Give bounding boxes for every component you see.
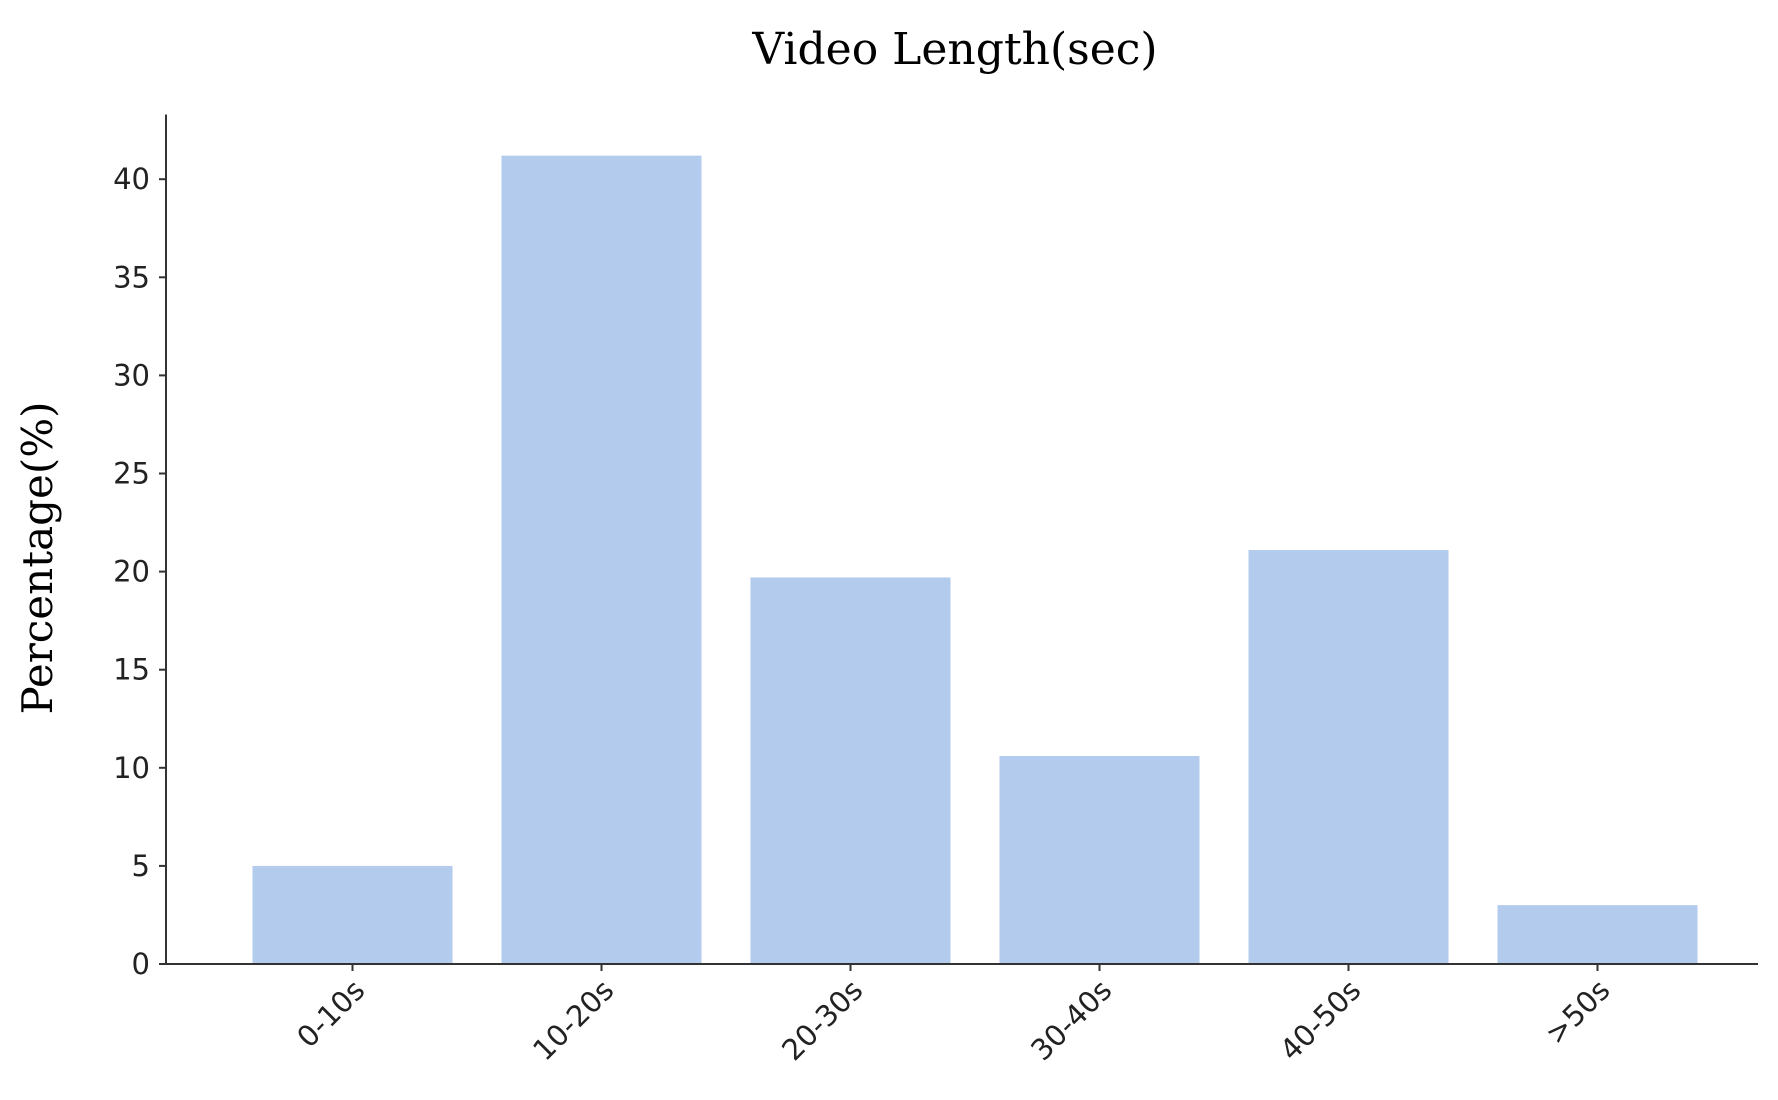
y-tick-label: 0 [132,947,150,981]
x-tick-label: 0-10s [290,973,371,1054]
y-axis-label: Percentage(%) [13,401,62,714]
x-tick-label: 10-20s [526,973,620,1067]
x-tick-label: 40-50s [1273,973,1367,1067]
y-tick-label: 40 [113,162,150,196]
y-tick-label: 20 [113,555,150,589]
bar->50s [1497,905,1698,964]
bar-0-10s [252,865,453,964]
x-axis-ticks: 0-10s 10-20s 20-30s 30-40s 40-50s >50s [290,964,1616,1067]
bar-40-50s [1248,550,1449,964]
y-tick-label: 5 [132,849,150,883]
x-tick-label: 30-40s [1024,973,1118,1067]
x-tick-label: >50s [1538,973,1616,1051]
y-tick-label: 10 [113,751,150,785]
bars-group [252,155,1698,964]
y-tick-label: 25 [113,457,150,491]
chart-title: Video Length(sec) [751,24,1157,75]
y-tick-label: 15 [113,653,150,687]
y-axis-ticks: 0 5 10 15 20 25 30 35 40 [113,162,166,981]
y-tick-label: 30 [113,358,150,392]
bar-10-20s [501,155,702,964]
x-tick-label: 20-30s [775,973,869,1067]
bar-30-40s [999,756,1200,964]
bar-20-30s [750,577,951,964]
y-tick-label: 35 [113,260,150,294]
